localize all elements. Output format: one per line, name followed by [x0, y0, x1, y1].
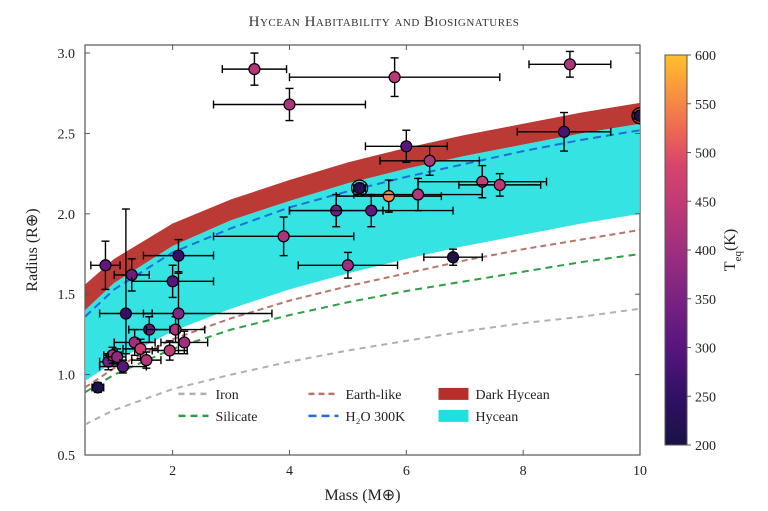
x-axis-label: Mass (M⊕): [324, 487, 400, 504]
y-axis-label: Radius (R⊕): [24, 208, 41, 291]
legend-label: Iron: [215, 388, 238, 403]
x-tick-label: 4: [286, 464, 293, 479]
colorbar-tick-label: 600: [695, 49, 716, 64]
x-tick-label: 8: [520, 464, 527, 479]
y-tick-label: 2.0: [58, 208, 76, 223]
y-tick-label: 1.0: [58, 369, 76, 384]
y-tick-label: 3.0: [58, 47, 76, 62]
colorbar-tick-label: 450: [695, 195, 716, 210]
mass-radius-scatter: Hycean Habitability and Biosignatures 2 4 6…: [0, 0, 768, 511]
colorbar: [665, 55, 687, 445]
colorbar-tick-label: 400: [695, 244, 716, 259]
legend-label: Silicate: [215, 410, 257, 425]
colorbar-tick-label: 350: [695, 293, 716, 308]
y-tick-label: 0.5: [58, 449, 76, 464]
x-tick-label: 2: [169, 464, 176, 479]
legend-label: Hycean: [475, 410, 518, 425]
colorbar-tick-label: 550: [695, 98, 716, 113]
legend-label: Earth-like: [345, 388, 401, 403]
colorbar-tick-label: 500: [695, 147, 716, 162]
data-point: [92, 382, 104, 393]
y-tick-label: 2.5: [58, 127, 76, 142]
colorbar-label: Teq(K): [722, 229, 744, 271]
colorbar-tick-label: 300: [695, 342, 716, 357]
x-tick-label: 10: [633, 464, 647, 479]
colorbar-tick-label: 250: [695, 390, 716, 405]
x-tick-label: 6: [403, 464, 410, 479]
colorbar-tick-label: 200: [695, 439, 716, 454]
data-point: [632, 108, 648, 124]
legend-label: Dark Hycean: [475, 388, 549, 403]
y-tick-label: 1.5: [58, 288, 76, 303]
chart-title: Hycean Habitability and Biosignatures: [249, 14, 520, 30]
legend-label: H₂O 300K: [345, 410, 405, 425]
